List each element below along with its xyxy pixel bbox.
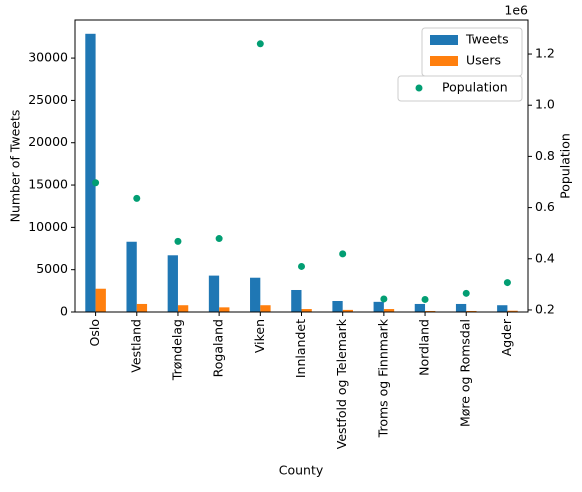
x-tick-label: Nordland xyxy=(417,319,432,376)
legend-label: Users xyxy=(466,53,501,68)
bar xyxy=(373,301,384,312)
bar xyxy=(507,310,518,312)
x-tick-label: Troms og Finnmark xyxy=(375,318,390,438)
point xyxy=(174,237,182,245)
x-tick-label: Vestfold og Telemark xyxy=(334,318,349,449)
bar xyxy=(301,309,312,312)
bar xyxy=(291,289,302,312)
bar xyxy=(167,255,178,312)
y-tick-label: 5000 xyxy=(36,261,68,276)
bar xyxy=(85,33,96,313)
bar xyxy=(136,303,148,312)
point xyxy=(92,179,100,187)
y2-tick-label: 0.2 xyxy=(535,301,555,316)
x-tick-label: Innlandet xyxy=(293,319,308,378)
x-axis-label: County xyxy=(279,463,324,478)
x-tick-label: Møre og Romsdal xyxy=(458,319,473,427)
x-tick-label: Viken xyxy=(252,319,267,353)
y-tick-label: 25000 xyxy=(28,92,68,107)
x-tick-label: Oslo xyxy=(87,319,102,346)
bar xyxy=(414,303,426,312)
y-axis-label: Number of Tweets xyxy=(8,110,23,223)
y2-tick-label: 0.4 xyxy=(535,250,555,265)
point xyxy=(380,295,388,303)
bar xyxy=(342,309,353,312)
point xyxy=(421,295,429,303)
bar xyxy=(208,275,220,312)
y2-axis-label: Population xyxy=(558,133,573,199)
x-tick-label: Rogaland xyxy=(211,319,226,377)
bar xyxy=(95,288,106,312)
bar xyxy=(497,305,508,312)
point xyxy=(256,40,264,48)
y-tick-label: 10000 xyxy=(28,219,68,234)
bar xyxy=(455,303,467,312)
bar xyxy=(425,310,436,312)
bar xyxy=(219,307,230,312)
legend-label: Population xyxy=(442,80,508,95)
legend-swatch xyxy=(430,35,458,45)
legend-label: Tweets xyxy=(465,32,509,47)
bar xyxy=(383,309,395,312)
y2-offset: 1e6 xyxy=(504,3,528,18)
point xyxy=(462,289,470,297)
bar xyxy=(126,241,137,312)
bar xyxy=(466,310,477,312)
y2-tick-label: 0.8 xyxy=(535,148,555,163)
legend-swatch xyxy=(430,56,458,66)
x-tick-label: Trøndelag xyxy=(169,319,184,381)
x-tick-label: Agder xyxy=(499,318,514,356)
y-tick-label: 0 xyxy=(60,304,68,319)
y-tick-label: 30000 xyxy=(28,50,68,65)
plot-frame xyxy=(74,19,529,313)
legend-marker xyxy=(415,84,423,92)
x-tick-label: Vestland xyxy=(128,319,143,373)
y2-tick-label: 1.2 xyxy=(535,46,555,61)
point xyxy=(503,279,511,287)
bar xyxy=(177,305,189,312)
y-tick-label: 15000 xyxy=(28,177,68,192)
point xyxy=(339,250,347,258)
legend-box xyxy=(397,75,523,102)
point xyxy=(298,262,305,270)
bar xyxy=(332,300,343,312)
y-tick-label: 20000 xyxy=(28,134,68,149)
point xyxy=(215,235,223,243)
point xyxy=(133,194,141,202)
y2-tick-label: 1.0 xyxy=(535,97,555,112)
y2-tick-label: 0.6 xyxy=(535,199,555,214)
bar xyxy=(260,305,271,312)
bar xyxy=(250,277,261,312)
